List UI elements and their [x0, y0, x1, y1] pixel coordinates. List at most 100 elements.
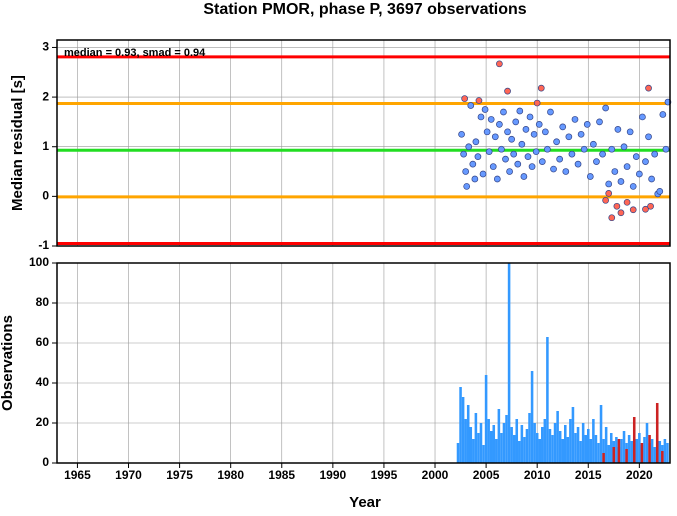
point: [647, 202, 654, 210]
point: [489, 163, 497, 170]
y-tick-label: 3: [42, 40, 49, 54]
bar: [666, 443, 669, 463]
bar: [530, 371, 534, 463]
bar: [464, 419, 467, 463]
point: [474, 153, 482, 161]
point: [577, 130, 585, 138]
point: [574, 160, 582, 168]
plot-frame: [56, 262, 671, 464]
x-tick-label: 1965: [64, 468, 91, 482]
point: [469, 160, 477, 168]
y-tick-label: 80: [36, 295, 50, 309]
bar: [510, 427, 513, 463]
y-axis-label: Median residual [s]: [9, 75, 26, 211]
point: [611, 168, 619, 175]
bar: [492, 425, 496, 463]
bar: [528, 413, 531, 463]
point: [496, 60, 503, 68]
x-tick-label: 1985: [268, 468, 295, 482]
bar: [627, 435, 631, 463]
bar: [592, 419, 595, 463]
point: [498, 145, 505, 153]
point: [599, 150, 606, 158]
point: [608, 214, 616, 222]
point: [516, 107, 524, 115]
point: [496, 121, 503, 128]
bar: [653, 447, 656, 463]
bar: [466, 405, 470, 463]
bar: [561, 439, 565, 463]
point: [458, 130, 465, 138]
bar: [617, 439, 621, 463]
bar: [604, 427, 608, 463]
bar: [574, 433, 577, 463]
bar: [497, 409, 501, 463]
point: [571, 116, 579, 123]
y-tick-label: -1: [38, 238, 49, 252]
point: [659, 111, 667, 118]
bar: [484, 375, 488, 463]
bar: [612, 447, 616, 463]
bar: [655, 403, 659, 463]
bar: [609, 433, 613, 463]
point: [461, 95, 468, 102]
point: [648, 175, 655, 183]
point: [460, 150, 467, 158]
point: [645, 84, 652, 92]
bar: [566, 437, 570, 463]
point: [565, 133, 573, 141]
point: [512, 118, 520, 126]
bar: [487, 419, 490, 463]
plot-area: [57, 40, 670, 246]
point: [520, 173, 528, 180]
point: [471, 175, 479, 183]
bar: [635, 439, 639, 463]
point: [481, 106, 489, 113]
point: [553, 138, 560, 146]
point: [586, 173, 594, 180]
bar: [469, 427, 473, 463]
point: [504, 87, 511, 95]
point: [510, 150, 518, 158]
bar: [543, 419, 547, 463]
point: [642, 158, 649, 165]
bar: [576, 427, 580, 463]
x-tick-label: 1970: [115, 468, 142, 482]
point: [472, 138, 480, 146]
bar: [589, 439, 593, 463]
point: [590, 140, 597, 148]
y-tick-label: 0: [42, 455, 49, 469]
bar: [525, 429, 529, 463]
point: [533, 99, 541, 107]
point: [487, 116, 495, 123]
bar: [645, 423, 649, 463]
point: [465, 143, 473, 151]
point: [642, 205, 649, 213]
bar: [638, 433, 641, 463]
point: [462, 168, 470, 175]
bar: [479, 423, 483, 463]
point: [651, 150, 659, 158]
point: [550, 165, 557, 173]
point: [559, 123, 567, 131]
point: [623, 198, 631, 206]
plot-area: [57, 263, 670, 463]
bar: [548, 429, 552, 463]
x-tick-label: 2000: [422, 468, 449, 482]
bar: [456, 443, 460, 463]
bar: [658, 441, 662, 463]
point: [583, 121, 591, 128]
y-tick-label: 0: [42, 189, 49, 203]
x-tick-label: 2010: [524, 468, 551, 482]
x-tick-label: 1995: [371, 468, 398, 482]
bar: [474, 413, 478, 463]
point: [479, 170, 487, 178]
point: [483, 128, 491, 136]
bar: [523, 437, 526, 463]
y-tick-label: 1: [42, 139, 49, 153]
point: [500, 108, 507, 116]
bar: [640, 443, 644, 463]
point: [626, 128, 634, 136]
bar: [597, 443, 600, 463]
